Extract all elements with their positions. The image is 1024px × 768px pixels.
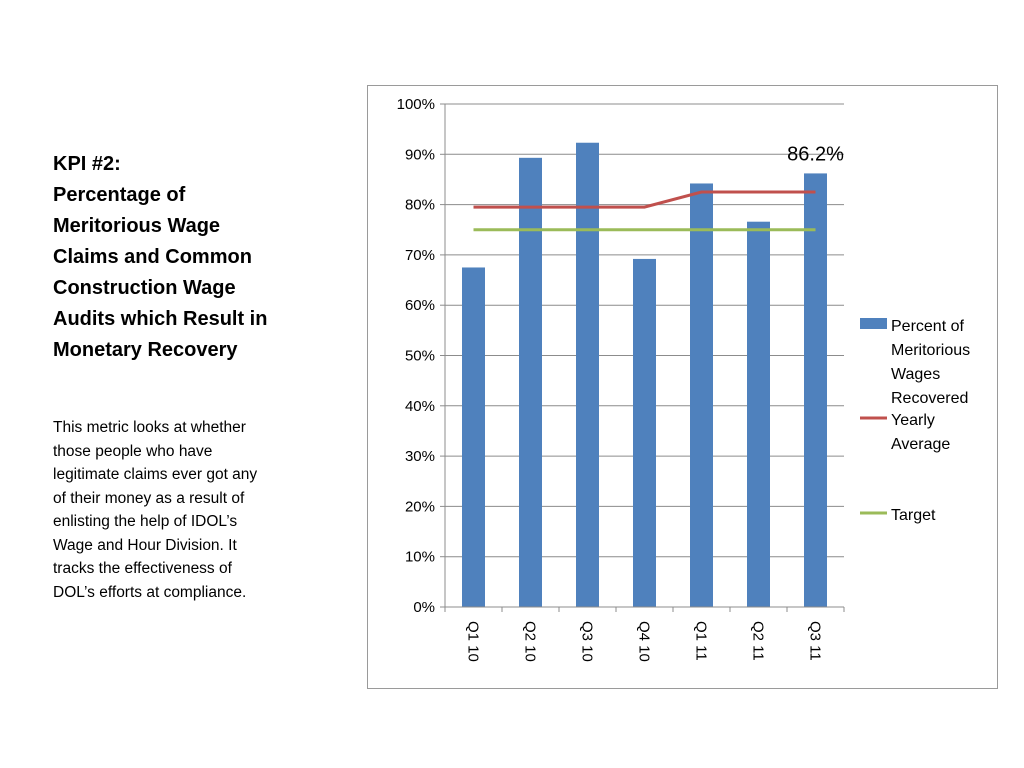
legend-entry-text: Percent of xyxy=(891,318,964,335)
title-line-5: Construction Wage xyxy=(53,277,236,299)
y-tick-label: 20% xyxy=(405,498,435,515)
slide-title: KPI #2: Percentage of Meritorious Wage Clai… xyxy=(53,149,303,366)
bar-q4-10 xyxy=(633,258,656,607)
x-tick-label: Q1 10 xyxy=(465,621,482,662)
description-line-4: of their money as a result of xyxy=(53,489,245,507)
description-line-7: tracks the effectiveness of xyxy=(53,560,232,577)
title-line-3: Meritorious Wage xyxy=(53,215,221,237)
bar-q3-11 xyxy=(804,173,827,607)
data-label: 86.2% xyxy=(787,143,844,165)
legend-entry-text: Meritorious xyxy=(891,342,970,359)
slide-description: This metric looks at whether those people… xyxy=(53,416,303,604)
title-line-7: Monetary Recovery xyxy=(53,339,238,361)
description-line-1: This metric looks at whether xyxy=(53,419,246,436)
x-tick-label: Q2 11 xyxy=(750,621,767,661)
y-tick-label: 100% xyxy=(397,96,435,113)
description-line-8: DOL’s efforts at compliance. xyxy=(53,583,247,601)
x-tick-label: Q3 10 xyxy=(579,621,596,662)
title-line-2: Percentage of xyxy=(53,184,186,206)
y-tick-label: 40% xyxy=(405,398,435,415)
bar-q3-10 xyxy=(576,142,599,607)
bar-q1-10 xyxy=(462,267,485,607)
legend-entry-text: Average xyxy=(891,436,950,453)
x-tick-label: Q4 10 xyxy=(636,621,653,662)
y-tick-label: 10% xyxy=(405,549,435,566)
legend-entry-text: Recovered xyxy=(891,390,968,407)
title-line-6: Audits which Result in xyxy=(53,308,268,330)
bar-q2-10 xyxy=(519,157,542,608)
x-tick-label: Q1 11 xyxy=(693,621,710,661)
title-line-4: Claims and Common xyxy=(53,246,252,268)
x-tick-label: Q3 11 xyxy=(807,621,824,661)
title-line-1: KPI #2: xyxy=(53,153,121,175)
y-tick-label: 30% xyxy=(405,448,435,465)
y-tick-label: 70% xyxy=(405,247,435,264)
legend-entry-text: Target xyxy=(891,507,936,524)
legend-entry-text: Yearly xyxy=(891,412,935,429)
bar-q2-11 xyxy=(747,221,770,607)
x-tick-label: Q2 10 xyxy=(522,621,539,662)
y-tick-label: 0% xyxy=(413,599,435,616)
y-tick-label: 50% xyxy=(405,348,435,365)
legend-swatch-bar xyxy=(860,318,887,329)
y-tick-label: 90% xyxy=(405,146,435,163)
description-line-3: legitimate claims ever got any xyxy=(53,466,258,483)
series-line-2 xyxy=(473,190,816,209)
description-line-5: enlisting the help of IDOL’s xyxy=(53,513,238,530)
y-tick-label: 80% xyxy=(405,197,435,214)
description-line-2: those people who have xyxy=(53,442,213,460)
description-line-6: Wage and Hour Division. It xyxy=(53,536,237,554)
legend-entry-text: Wages xyxy=(891,366,940,383)
bar-q1-11 xyxy=(690,183,713,607)
y-tick-label: 60% xyxy=(405,297,435,314)
